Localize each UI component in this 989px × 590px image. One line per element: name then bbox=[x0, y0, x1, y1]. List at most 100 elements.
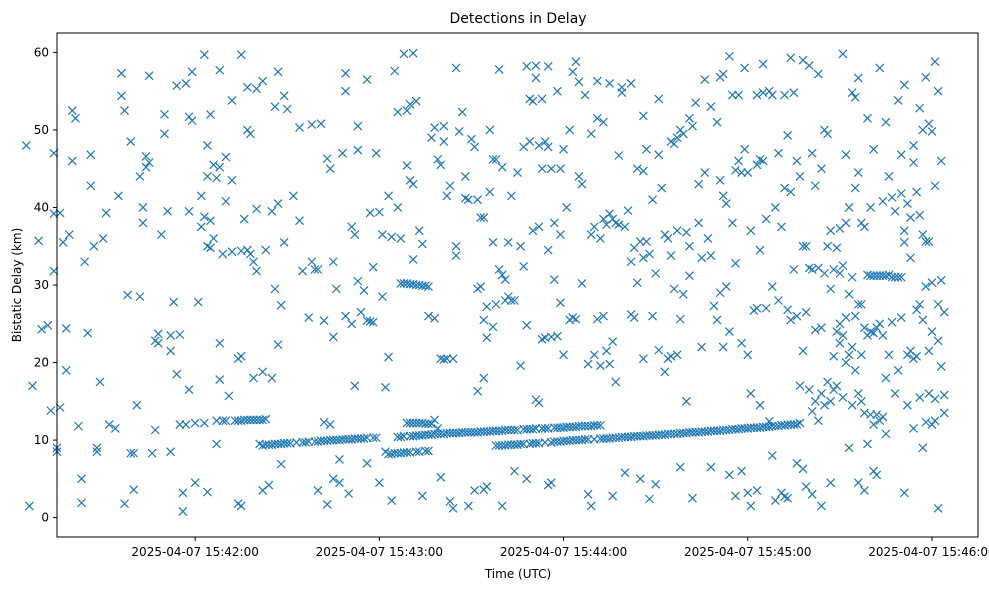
data-point bbox=[770, 203, 780, 212]
data-point bbox=[801, 482, 811, 492]
data-point bbox=[178, 488, 188, 498]
data-point bbox=[887, 317, 897, 327]
data-point bbox=[859, 408, 869, 418]
data-point bbox=[599, 117, 608, 127]
data-point bbox=[559, 144, 568, 154]
data-point bbox=[46, 406, 56, 416]
x-tick-label: 2025-04-07 15:46:00 bbox=[868, 545, 989, 559]
data-point bbox=[77, 474, 86, 484]
data-point bbox=[264, 480, 274, 490]
data-point bbox=[110, 424, 120, 433]
data-point bbox=[666, 351, 676, 361]
data-point bbox=[258, 76, 268, 86]
data-point bbox=[430, 313, 440, 323]
data-point bbox=[506, 191, 516, 201]
data-point bbox=[743, 488, 753, 498]
data-point bbox=[319, 316, 329, 326]
data-point bbox=[552, 331, 562, 341]
data-point bbox=[543, 142, 553, 152]
data-point bbox=[485, 187, 495, 197]
x-tick-label: 2025-04-07 15:44:00 bbox=[500, 545, 627, 559]
data-point bbox=[752, 303, 762, 313]
data-point bbox=[899, 80, 909, 90]
data-point bbox=[810, 396, 820, 406]
data-point bbox=[783, 305, 793, 315]
data-point bbox=[178, 506, 188, 516]
data-point bbox=[304, 313, 314, 322]
data-point bbox=[384, 191, 393, 201]
data-point bbox=[672, 226, 682, 236]
data-point bbox=[592, 113, 602, 123]
data-point bbox=[807, 406, 817, 416]
data-point bbox=[660, 367, 670, 377]
data-point bbox=[755, 400, 765, 410]
data-point bbox=[126, 448, 136, 458]
data-point bbox=[408, 179, 418, 189]
data-point bbox=[482, 333, 492, 343]
y-tick-label: 40 bbox=[34, 200, 49, 214]
data-point bbox=[571, 57, 581, 67]
data-point bbox=[252, 266, 261, 276]
data-point bbox=[642, 237, 651, 247]
data-point bbox=[282, 438, 292, 448]
data-point bbox=[921, 237, 931, 247]
data-point bbox=[203, 141, 212, 150]
data-point bbox=[906, 253, 915, 263]
data-point bbox=[878, 330, 888, 340]
data-point bbox=[921, 417, 931, 427]
data-point bbox=[706, 251, 716, 260]
data-point bbox=[104, 420, 114, 429]
data-point bbox=[175, 330, 185, 340]
data-point bbox=[206, 216, 215, 226]
data-point bbox=[731, 258, 740, 268]
data-point bbox=[933, 336, 943, 346]
data-point bbox=[884, 172, 894, 181]
data-point bbox=[835, 268, 845, 278]
data-point bbox=[540, 424, 550, 433]
data-point bbox=[832, 243, 842, 253]
data-point bbox=[460, 172, 470, 181]
data-point bbox=[703, 234, 713, 243]
data-point bbox=[626, 78, 636, 88]
data-point bbox=[439, 137, 449, 146]
data-point bbox=[902, 400, 912, 410]
data-point bbox=[156, 230, 166, 240]
data-point bbox=[433, 154, 443, 164]
data-point bbox=[731, 165, 740, 175]
data-point bbox=[869, 420, 879, 429]
data-point bbox=[795, 381, 805, 391]
data-point bbox=[752, 486, 762, 495]
data-point bbox=[844, 289, 854, 299]
data-point bbox=[64, 230, 74, 240]
data-point bbox=[881, 373, 891, 383]
data-point bbox=[620, 222, 630, 232]
data-point bbox=[586, 230, 596, 240]
data-point bbox=[470, 142, 479, 152]
data-point bbox=[869, 328, 879, 338]
data-point bbox=[341, 68, 351, 78]
data-point bbox=[761, 214, 771, 224]
data-point bbox=[761, 303, 771, 313]
data-point bbox=[516, 241, 525, 251]
data-point bbox=[166, 346, 176, 356]
data-point bbox=[368, 262, 378, 272]
data-point bbox=[390, 66, 400, 76]
data-point bbox=[282, 104, 292, 114]
data-point bbox=[608, 491, 618, 501]
data-point bbox=[838, 393, 848, 402]
data-point bbox=[516, 439, 525, 449]
data-point bbox=[141, 162, 151, 172]
data-point bbox=[411, 96, 421, 106]
data-point bbox=[328, 257, 338, 267]
data-point bbox=[365, 208, 375, 218]
data-point bbox=[249, 257, 258, 267]
data-point bbox=[316, 119, 326, 129]
data-point bbox=[638, 354, 648, 364]
data-point bbox=[599, 311, 608, 321]
data-point bbox=[371, 148, 381, 158]
data-point bbox=[276, 459, 286, 469]
data-point bbox=[126, 137, 136, 146]
data-point bbox=[439, 355, 449, 364]
data-point bbox=[258, 367, 268, 377]
data-point bbox=[740, 144, 750, 154]
